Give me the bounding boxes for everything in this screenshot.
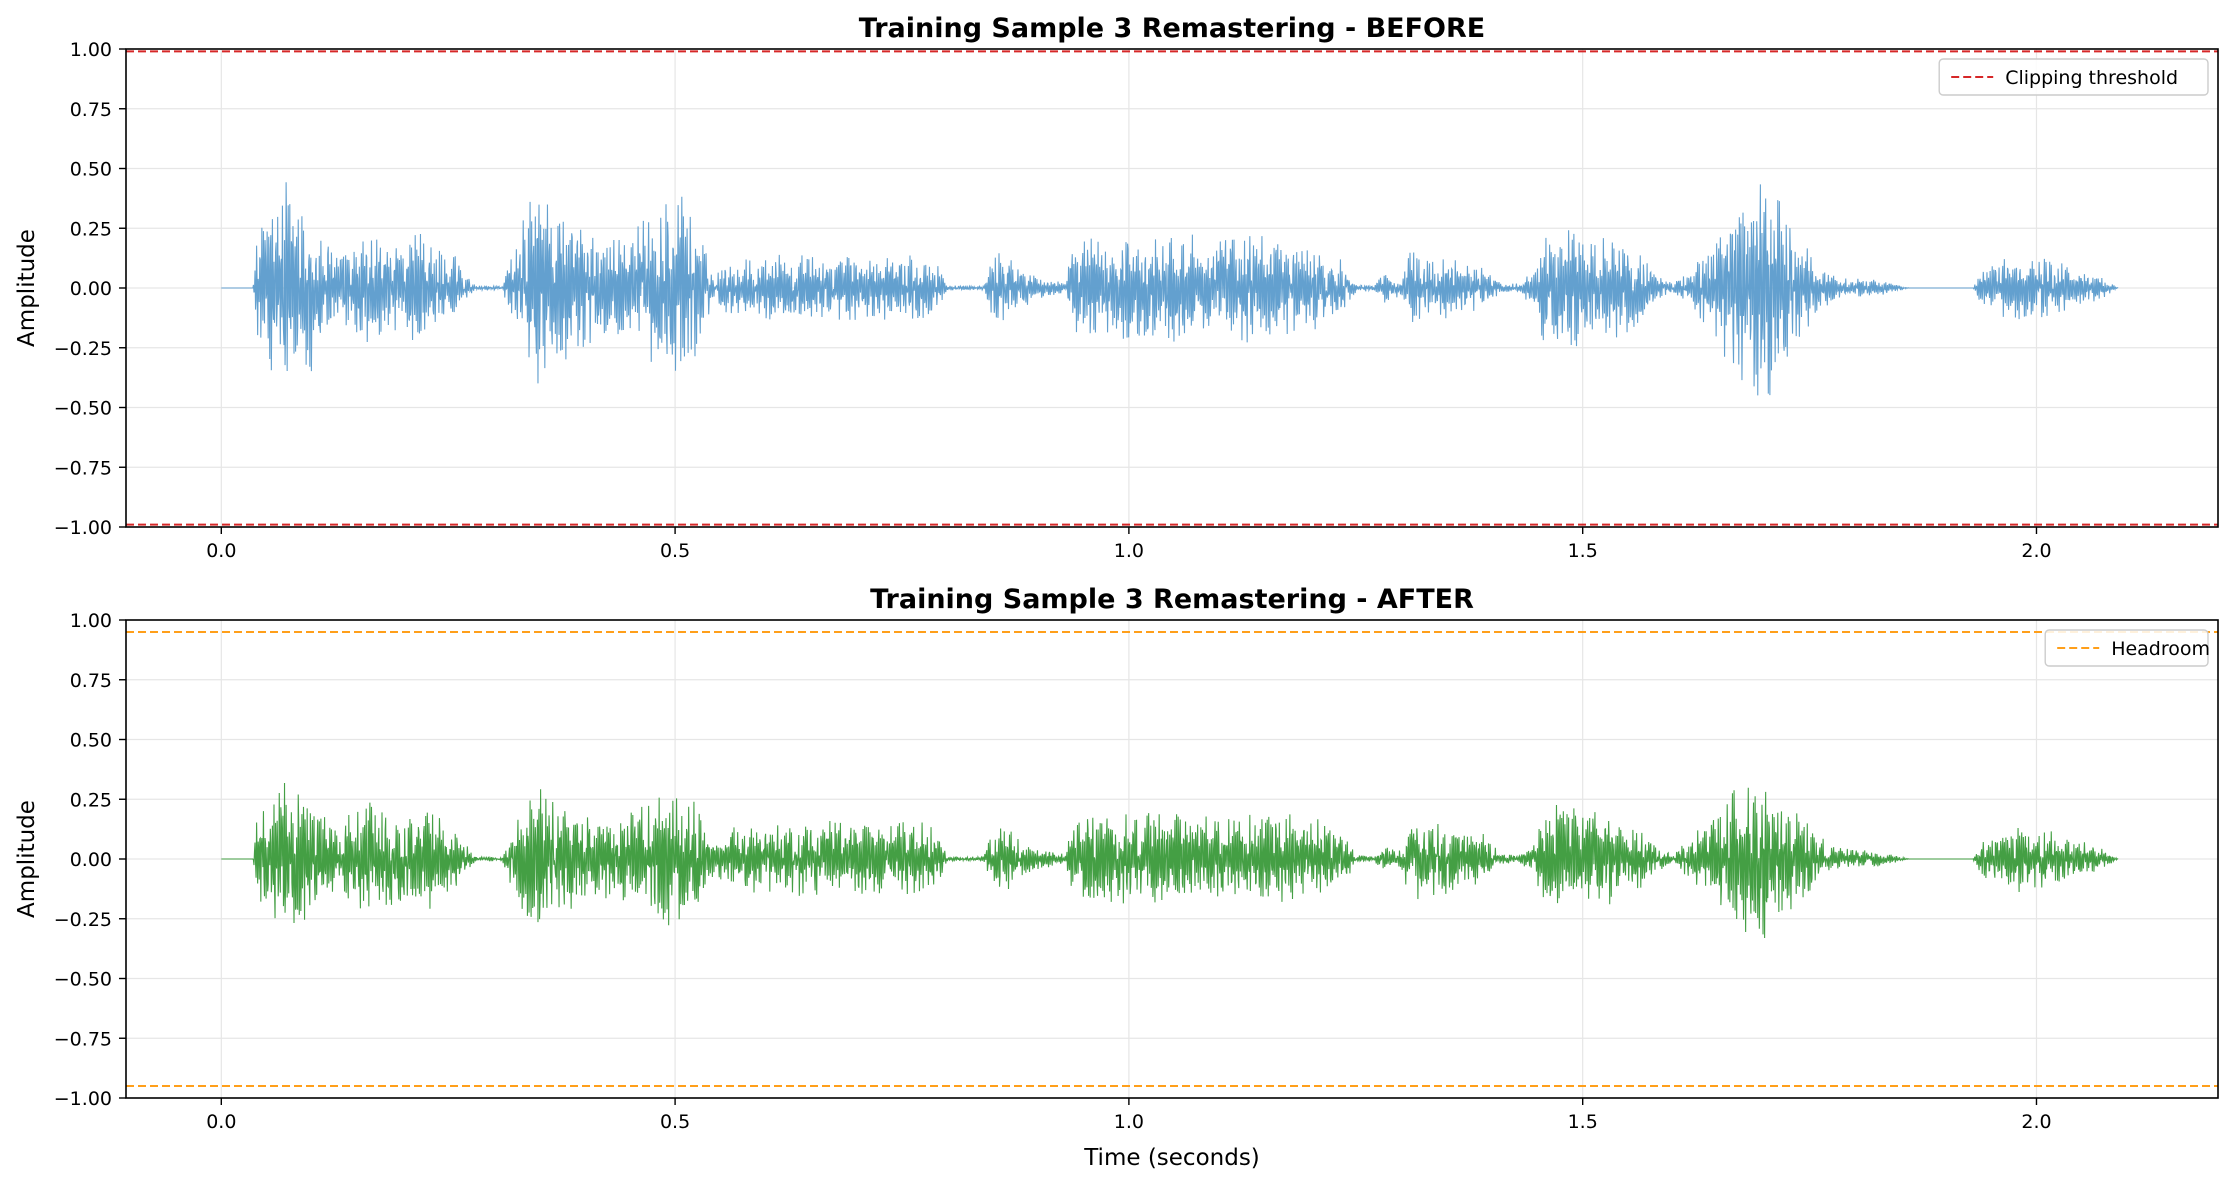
x-tick-label: 1.0 bbox=[1114, 540, 1144, 562]
y-tick-label: 0.00 bbox=[70, 278, 112, 300]
y-tick-label: 0.50 bbox=[70, 159, 112, 181]
chart-after: 0.0 0.5 1.0 1.5 2.0 1.00 0.75 0.50 0.25 0.00 −0.25… bbox=[14, 584, 2219, 1171]
x-axis-label: Time (seconds) bbox=[1083, 1145, 1260, 1171]
waveform-line bbox=[221, 182, 2119, 396]
legend: Headroom bbox=[2044, 629, 2210, 667]
y-axis-label: Amplitude bbox=[14, 800, 40, 918]
y-tick-label: −0.75 bbox=[54, 457, 112, 479]
y-tick-label: −0.25 bbox=[54, 338, 112, 360]
chart-title: Training Sample 3 Remastering - BEFORE bbox=[859, 13, 1485, 44]
chart-title: Training Sample 3 Remastering - AFTER bbox=[870, 584, 1474, 615]
x-tick-label: 1.5 bbox=[1568, 1111, 1598, 1133]
x-tick-label: 2.0 bbox=[2021, 1111, 2051, 1133]
y-tick-label: −1.00 bbox=[54, 1088, 112, 1110]
y-tick-label: 1.00 bbox=[70, 39, 112, 61]
y-tick-label: 0.25 bbox=[70, 789, 112, 811]
waveform-line bbox=[221, 783, 2119, 939]
y-tick-label: 0.00 bbox=[70, 849, 112, 871]
legend-box bbox=[1938, 58, 2209, 96]
y-tick-label: −0.50 bbox=[54, 398, 112, 420]
y-tick-label: 0.50 bbox=[70, 730, 112, 752]
x-tick-label: 0.0 bbox=[206, 540, 236, 562]
chart-before: 0.0 0.5 1.0 1.5 2.0 1.00 0.75 0.50 0.25 0.00 −0.25… bbox=[14, 13, 2219, 562]
x-tick-label: 1.5 bbox=[1568, 540, 1598, 562]
y-tick-label: 0.25 bbox=[70, 218, 112, 240]
y-tick-label: −0.50 bbox=[54, 969, 112, 991]
x-tick-label: 0.5 bbox=[660, 540, 690, 562]
y-tick-label: −0.75 bbox=[54, 1028, 112, 1050]
legend: Clipping threshold bbox=[1938, 58, 2209, 96]
legend-label: Clipping threshold bbox=[2005, 67, 2178, 89]
x-tick-label: 0.0 bbox=[206, 1111, 236, 1133]
y-axis-label: Amplitude bbox=[14, 229, 40, 347]
legend-box bbox=[2044, 629, 2209, 667]
y-tick-label: 0.75 bbox=[70, 670, 112, 692]
y-tick-label: −0.25 bbox=[54, 909, 112, 931]
y-tick-label: 0.75 bbox=[70, 99, 112, 121]
legend-label: Headroom bbox=[2111, 638, 2210, 660]
x-tick-label: 0.5 bbox=[660, 1111, 690, 1133]
x-tick-label: 1.0 bbox=[1114, 1111, 1144, 1133]
y-tick-label: −1.00 bbox=[54, 517, 112, 539]
x-tick-label: 2.0 bbox=[2021, 540, 2051, 562]
y-tick-label: 1.00 bbox=[70, 610, 112, 632]
